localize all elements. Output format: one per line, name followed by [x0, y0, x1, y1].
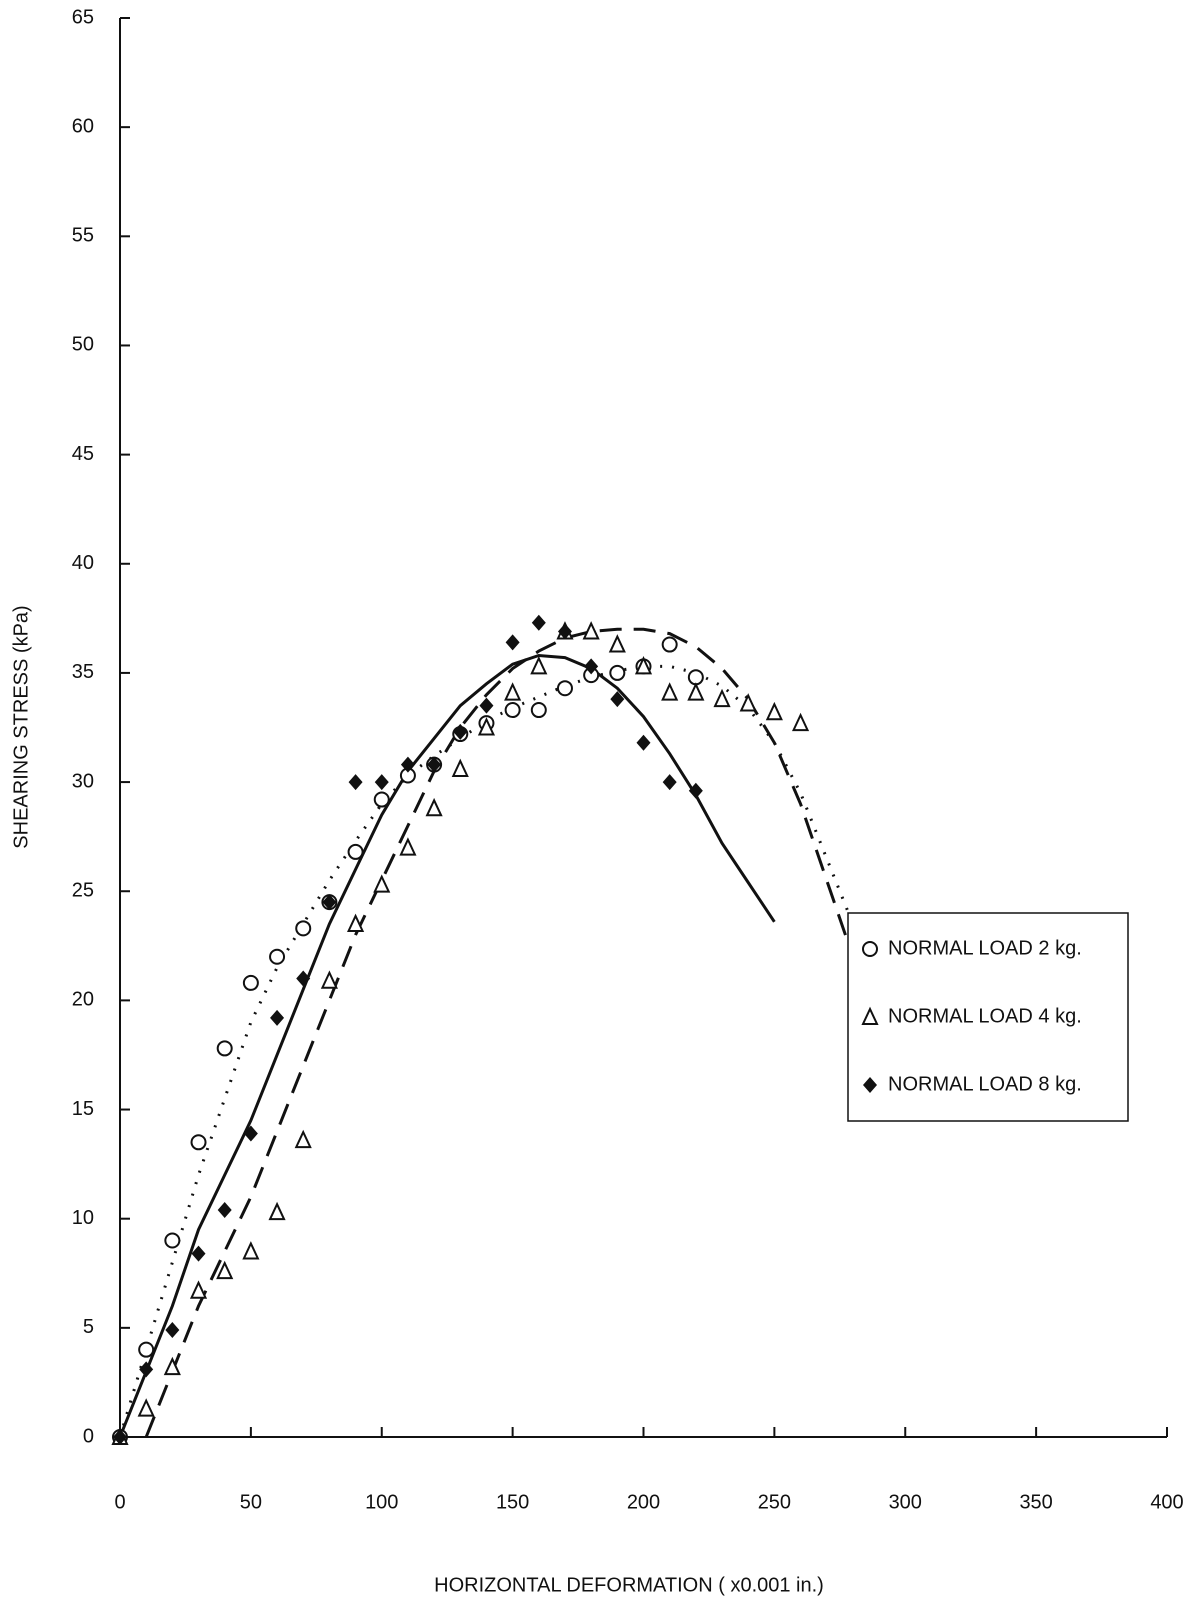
- data-point: [609, 664, 626, 681]
- y-axis-label: SHEARING STRESS (kPa): [10, 605, 32, 848]
- data-point: [634, 656, 653, 675]
- y-tick-label: 65: [72, 6, 94, 28]
- fit-curve: [118, 664, 855, 1438]
- y-tick-label: 5: [83, 1316, 94, 1338]
- data-point: [662, 774, 677, 791]
- legend-label: NORMAL LOAD 4 kg.: [888, 1005, 1082, 1027]
- data-point: [242, 1241, 260, 1260]
- data-point: [425, 797, 443, 817]
- legend-label: NORMAL LOAD 8 kg.: [888, 1073, 1082, 1095]
- y-tick-label: 55: [72, 225, 94, 247]
- x-tick-label: 200: [627, 1491, 660, 1513]
- x-tick-label: 300: [889, 1491, 922, 1513]
- x-tick-label: 100: [365, 1491, 398, 1513]
- data-point: [688, 782, 703, 799]
- data-point: [347, 843, 364, 860]
- x-tick-label: 400: [1150, 1491, 1183, 1513]
- data-point: [687, 669, 704, 686]
- x-tick-label: 350: [1019, 1491, 1052, 1513]
- data-point: [453, 723, 468, 740]
- data-point: [582, 621, 600, 640]
- fit-curve: [144, 627, 855, 1438]
- data-point: [399, 837, 417, 856]
- data-point: [294, 1129, 312, 1149]
- y-tick-label: 15: [72, 1098, 94, 1120]
- y-tick-label: 20: [72, 989, 94, 1011]
- data-point: [610, 691, 625, 708]
- legend-label: NORMAL LOAD 2 kg.: [888, 937, 1082, 959]
- data-point: [584, 658, 599, 675]
- y-tick-label: 25: [72, 880, 94, 902]
- data-point: [269, 948, 286, 965]
- y-tick-label: 30: [72, 770, 94, 792]
- data-point: [530, 656, 548, 675]
- x-tick-label: 250: [758, 1491, 791, 1513]
- y-tick-label: 50: [72, 334, 94, 356]
- x-tick-label: 150: [496, 1491, 529, 1513]
- data-point: [687, 682, 705, 701]
- data-point: [713, 688, 731, 708]
- data-point: [216, 1260, 234, 1280]
- data-point: [427, 756, 442, 773]
- data-point: [556, 680, 573, 697]
- data-point: [295, 920, 312, 937]
- legend-marker: [863, 1077, 877, 1093]
- data-point: [137, 1398, 155, 1417]
- data-point: [477, 717, 496, 736]
- x-axis-label: HORIZONTAL DEFORMATION ( x0.001 in.): [434, 1574, 824, 1596]
- data-point: [139, 1361, 154, 1378]
- data-point: [320, 970, 338, 989]
- fit-curve: [118, 653, 776, 1438]
- data-point: [374, 774, 389, 791]
- data-point: [191, 1245, 206, 1262]
- y-tick-label: 10: [72, 1207, 94, 1229]
- data-point: [164, 1232, 181, 1249]
- legend-marker: [861, 1006, 879, 1025]
- data-point: [243, 1125, 258, 1142]
- data-point: [348, 774, 363, 791]
- data-point: [322, 894, 337, 911]
- data-point: [531, 614, 546, 631]
- data-point: [479, 697, 494, 714]
- data-point: [530, 702, 547, 719]
- data-point: [189, 1280, 208, 1299]
- data-point: [608, 634, 626, 653]
- data-point: [661, 682, 679, 701]
- data-point: [347, 913, 365, 932]
- x-tick-label: 50: [240, 1491, 262, 1513]
- data-point: [451, 758, 469, 777]
- data-point: [504, 682, 522, 701]
- data-point: [661, 636, 678, 653]
- y-tick-label: 35: [72, 661, 94, 683]
- data-point: [505, 634, 520, 651]
- data-point: [113, 1429, 127, 1445]
- y-tick-label: 60: [72, 115, 94, 137]
- legend-box: [847, 912, 1129, 1122]
- data-point: [190, 1134, 207, 1151]
- data-point: [400, 756, 415, 773]
- y-tick-label: 45: [72, 443, 94, 465]
- data-point: [373, 874, 391, 893]
- data-point: [296, 970, 311, 987]
- data-point: [504, 702, 521, 719]
- data-point: [163, 1356, 181, 1376]
- y-tick-label: 40: [72, 552, 94, 574]
- y-tick-label: 0: [83, 1425, 94, 1447]
- data-point: [739, 693, 757, 712]
- data-point: [765, 701, 783, 721]
- data-point: [557, 623, 572, 640]
- data-point: [138, 1341, 155, 1358]
- x-tick-label: 0: [114, 1491, 125, 1513]
- data-point: [636, 734, 651, 751]
- data-point: [216, 1040, 233, 1057]
- data-point: [791, 712, 810, 732]
- legend-marker: [862, 941, 878, 957]
- data-point: [217, 1201, 232, 1218]
- data-point: [373, 791, 390, 808]
- data-point: [270, 1009, 285, 1026]
- data-point: [268, 1201, 286, 1221]
- data-point: [242, 974, 259, 991]
- data-point: [165, 1322, 180, 1339]
